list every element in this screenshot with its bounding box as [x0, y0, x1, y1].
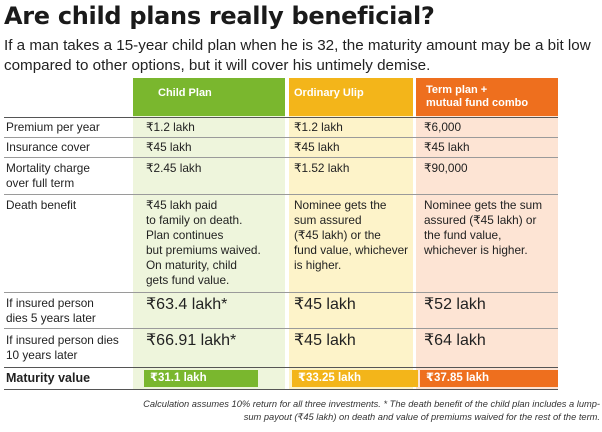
row-label-mortality: Mortality charge over full term [6, 161, 90, 190]
ulip-column-bg [289, 78, 413, 390]
subtitle: If a man takes a 15-year child plan when… [4, 37, 591, 74]
cell-term-death-benefit: Nominee gets the sum assured (₹45 lakh) … [424, 198, 543, 257]
cell-ulip-maturity-value: ₹33.25 lakh [292, 370, 418, 387]
child-plan-header-label: Child Plan [158, 87, 212, 99]
row-divider [4, 137, 558, 138]
row-divider [4, 367, 558, 368]
row-divider [4, 157, 558, 158]
cell-child-death-benefit: ₹45 lakh paid to family on death. Plan c… [146, 198, 261, 287]
cell-term-maturity-value: ₹37.85 lakh [420, 370, 558, 387]
row-label-maturity-value: Maturity value [6, 371, 91, 385]
cell-child-mortality: ₹2.45 lakh [146, 161, 202, 175]
cell-ulip-dies-5-years: ₹45 lakh [294, 296, 356, 313]
row-label-death-benefit: Death benefit [6, 198, 77, 212]
row-divider [4, 117, 558, 118]
cell-ulip-dies-10-years: ₹45 lakh [294, 332, 356, 349]
term-plan-header: Term plan + mutual fund combo [416, 78, 558, 116]
row-label-dies-10-years: If insured person dies 10 years later [6, 333, 119, 362]
cell-ulip-mortality: ₹1.52 lakh [294, 161, 350, 175]
cell-child-maturity-value: ₹31.1 lakh [144, 370, 258, 387]
cell-child-premium: ₹1.2 lakh [146, 120, 195, 134]
row-label-dies-5-years: If insured person dies 5 years later [6, 296, 96, 325]
cell-child-insurance: ₹45 lakh [146, 140, 192, 154]
cell-term-dies-10-years: ₹64 lakh [424, 332, 486, 349]
row-divider [4, 292, 558, 293]
child-plan-header: Child Plan [133, 78, 285, 116]
row-divider [4, 328, 558, 329]
child-plan-column-bg [133, 78, 285, 390]
cell-ulip-insurance: ₹45 lakh [294, 140, 340, 154]
ulip-header: Ordinary Ulip [289, 78, 413, 116]
ulip-header-label: Ordinary Ulip [294, 87, 364, 99]
row-divider [4, 194, 558, 195]
row-divider [4, 389, 558, 390]
cell-ulip-premium: ₹1.2 lakh [294, 120, 343, 134]
cell-child-dies-10-years: ₹66.91 lakh* [146, 332, 237, 349]
row-label-premium: Premium per year [6, 120, 100, 134]
term-plan-column-bg [416, 78, 558, 390]
cell-term-dies-5-years: ₹52 lakh [424, 296, 486, 313]
row-label-insurance: Insurance cover [6, 140, 90, 154]
cell-term-mortality: ₹90,000 [424, 161, 468, 175]
term-plan-header-label: Term plan + mutual fund combo [426, 84, 529, 109]
cell-term-insurance: ₹45 lakh [424, 140, 470, 154]
cell-term-premium: ₹6,000 [424, 120, 462, 134]
cell-child-dies-5-years: ₹63.4 lakh* [146, 296, 228, 313]
cell-ulip-death-benefit: Nominee gets the sum assured (₹45 lakh) … [294, 198, 409, 272]
page-title: Are child plans really beneficial? [4, 2, 435, 30]
footnote: Calculation assumes 10% return for all t… [143, 399, 600, 422]
